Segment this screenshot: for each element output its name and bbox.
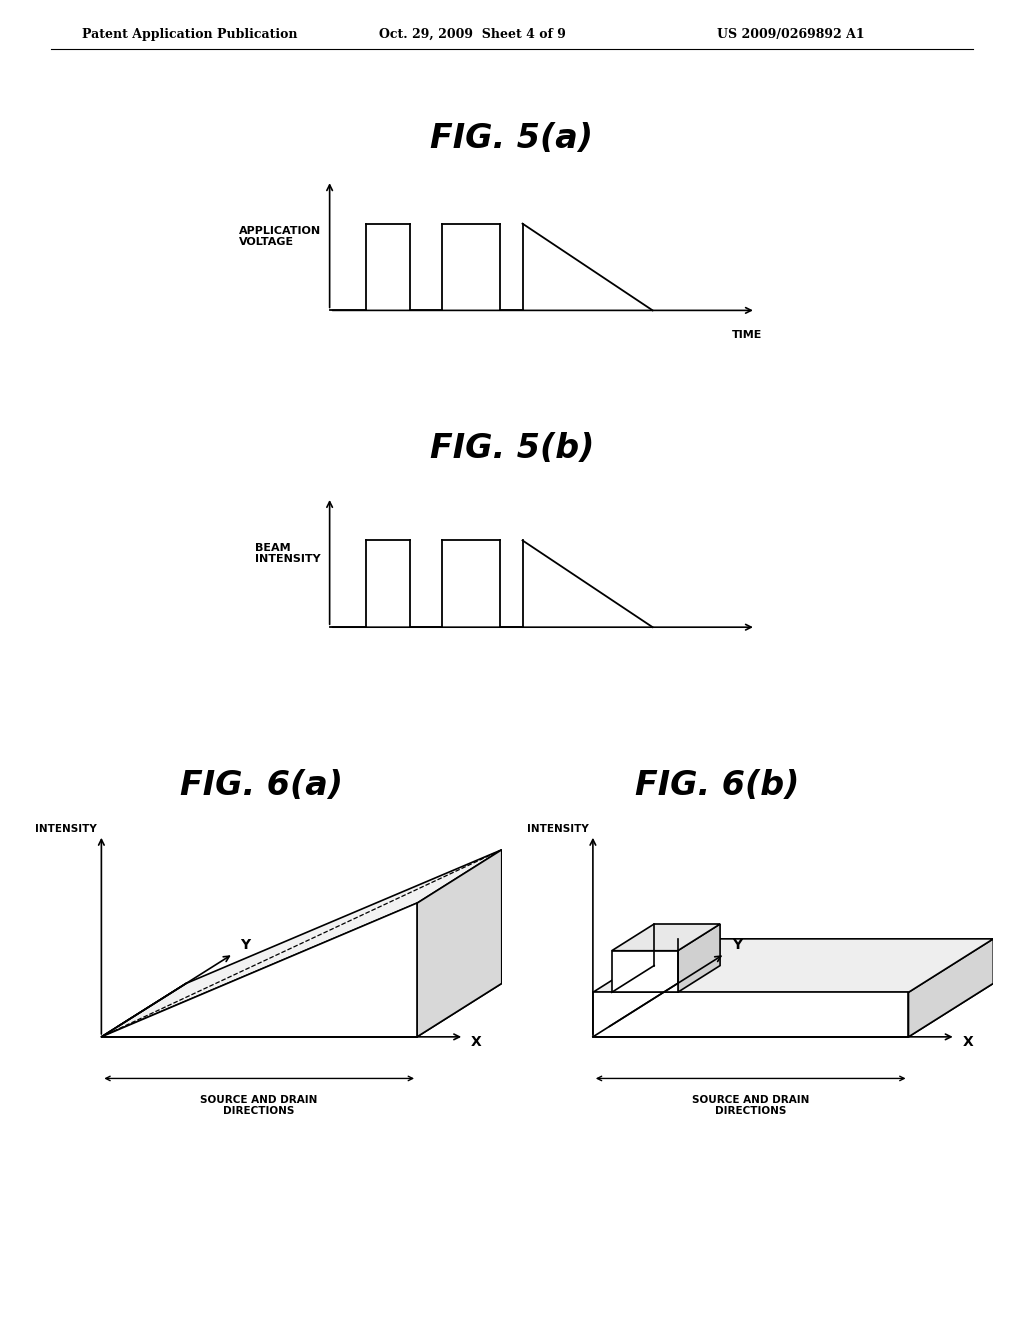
- Text: FIG. 6(a): FIG. 6(a): [179, 768, 343, 801]
- Polygon shape: [593, 993, 908, 1038]
- Polygon shape: [678, 924, 720, 993]
- Text: APPLICATION
VOLTAGE: APPLICATION VOLTAGE: [239, 226, 321, 247]
- Text: US 2009/0269892 A1: US 2009/0269892 A1: [717, 28, 864, 41]
- Text: TIME: TIME: [732, 330, 762, 339]
- Text: INTENSITY: INTENSITY: [36, 824, 97, 834]
- Text: FIG. 6(b): FIG. 6(b): [635, 768, 799, 801]
- Text: Patent Application Publication: Patent Application Publication: [82, 28, 297, 41]
- Text: Y: Y: [241, 939, 251, 952]
- Text: FIG. 5(a): FIG. 5(a): [430, 121, 594, 154]
- Text: SOURCE AND DRAIN
DIRECTIONS: SOURCE AND DRAIN DIRECTIONS: [201, 1094, 317, 1117]
- Polygon shape: [611, 950, 678, 993]
- Text: Oct. 29, 2009  Sheet 4 of 9: Oct. 29, 2009 Sheet 4 of 9: [379, 28, 565, 41]
- Polygon shape: [908, 939, 993, 1038]
- Text: X: X: [471, 1035, 482, 1049]
- Polygon shape: [611, 924, 720, 950]
- Text: SOURCE AND DRAIN
DIRECTIONS: SOURCE AND DRAIN DIRECTIONS: [692, 1094, 809, 1117]
- Polygon shape: [101, 850, 502, 1038]
- Polygon shape: [417, 850, 502, 1038]
- Polygon shape: [593, 939, 993, 993]
- Polygon shape: [101, 903, 417, 1038]
- Text: Y: Y: [732, 939, 742, 952]
- Text: FIG. 5(b): FIG. 5(b): [430, 433, 594, 465]
- Text: X: X: [963, 1035, 974, 1049]
- Text: INTENSITY: INTENSITY: [527, 824, 589, 834]
- Text: BEAM
INTENSITY: BEAM INTENSITY: [255, 543, 321, 564]
